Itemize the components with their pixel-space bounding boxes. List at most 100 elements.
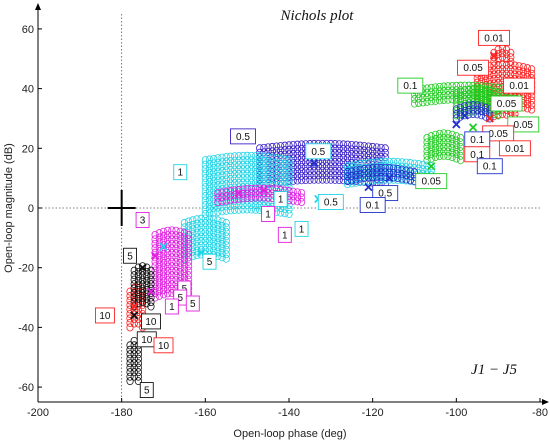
response-point xyxy=(440,87,448,96)
response-point xyxy=(444,91,452,100)
response-point xyxy=(151,235,159,244)
svg-text:0.5: 0.5 xyxy=(324,198,338,209)
response-point xyxy=(151,244,159,253)
annotation: 0.05 xyxy=(490,95,523,112)
response-point xyxy=(180,233,189,242)
response-point xyxy=(306,166,314,175)
response-point xyxy=(419,98,427,107)
svg-text:10: 10 xyxy=(145,317,157,328)
response-point xyxy=(264,179,272,188)
response-point xyxy=(302,167,310,176)
response-point xyxy=(251,156,260,165)
annotation: 0.1 xyxy=(397,77,424,94)
annotation: 10 xyxy=(153,337,174,354)
response-point xyxy=(385,164,393,173)
response-point xyxy=(222,179,230,188)
response-point xyxy=(448,95,456,104)
response-point xyxy=(168,266,176,275)
response-point xyxy=(201,214,209,223)
response-point xyxy=(507,61,515,70)
response-point xyxy=(486,114,494,123)
response-point xyxy=(306,175,314,184)
response-point xyxy=(168,230,176,239)
response-point xyxy=(297,193,306,202)
response-point xyxy=(473,89,481,98)
response-point xyxy=(385,157,393,166)
response-point xyxy=(168,284,176,293)
response-point xyxy=(289,149,297,158)
annotation: 5 xyxy=(185,295,200,312)
response-point xyxy=(364,164,373,173)
response-point xyxy=(222,218,230,227)
response-point xyxy=(477,106,486,115)
response-point xyxy=(356,155,364,164)
response-point xyxy=(168,280,176,289)
response-point xyxy=(180,251,189,260)
svg-text:1: 1 xyxy=(265,209,271,220)
response-point xyxy=(440,142,448,151)
response-point xyxy=(243,160,251,169)
response-point xyxy=(435,152,444,161)
response-point xyxy=(343,149,352,158)
response-point xyxy=(406,167,414,176)
response-point xyxy=(256,161,264,170)
response-point xyxy=(435,143,444,152)
response-point xyxy=(256,193,264,202)
response-point xyxy=(394,165,402,174)
response-point xyxy=(168,235,176,244)
response-point xyxy=(293,154,301,163)
response-point xyxy=(260,161,268,170)
response-point xyxy=(260,157,268,166)
cross-marker xyxy=(146,287,156,296)
response-point xyxy=(164,280,172,289)
svg-text:5: 5 xyxy=(144,386,150,397)
response-point xyxy=(130,359,138,368)
response-point xyxy=(456,103,465,112)
svg-text:5: 5 xyxy=(190,299,196,310)
response-point xyxy=(335,153,343,162)
response-point xyxy=(176,236,184,245)
response-point xyxy=(410,159,419,168)
response-point xyxy=(452,109,460,118)
response-point xyxy=(126,368,134,377)
response-point xyxy=(435,82,444,91)
response-point xyxy=(218,162,226,171)
response-point xyxy=(473,101,481,110)
response-point xyxy=(486,82,494,91)
response-point xyxy=(456,138,465,147)
response-point xyxy=(197,237,205,246)
response-point xyxy=(130,354,138,363)
response-point xyxy=(293,163,301,172)
response-point xyxy=(243,156,251,165)
response-point xyxy=(310,166,318,175)
response-point xyxy=(222,202,230,211)
response-point xyxy=(126,354,134,363)
response-point xyxy=(494,54,502,63)
response-point xyxy=(285,187,293,196)
response-point xyxy=(356,174,364,183)
response-point xyxy=(440,95,448,104)
response-point xyxy=(134,363,142,372)
response-point xyxy=(440,147,448,156)
response-point xyxy=(331,140,339,149)
response-point xyxy=(226,152,235,161)
annotation: 10 xyxy=(94,307,115,324)
response-point xyxy=(498,69,506,78)
response-point xyxy=(260,143,268,152)
response-point xyxy=(185,248,193,257)
response-point xyxy=(352,141,360,150)
response-point xyxy=(360,165,368,174)
response-point xyxy=(306,162,314,171)
response-point xyxy=(364,146,373,155)
response-point xyxy=(147,266,155,275)
response-point xyxy=(239,160,247,169)
response-point xyxy=(176,272,184,281)
response-point xyxy=(164,289,172,298)
response-point xyxy=(490,70,498,79)
response-point xyxy=(335,167,343,176)
response-point xyxy=(352,175,360,184)
response-point xyxy=(226,201,235,210)
response-point xyxy=(243,165,251,174)
response-point xyxy=(352,150,360,159)
cross-marker xyxy=(385,174,394,183)
